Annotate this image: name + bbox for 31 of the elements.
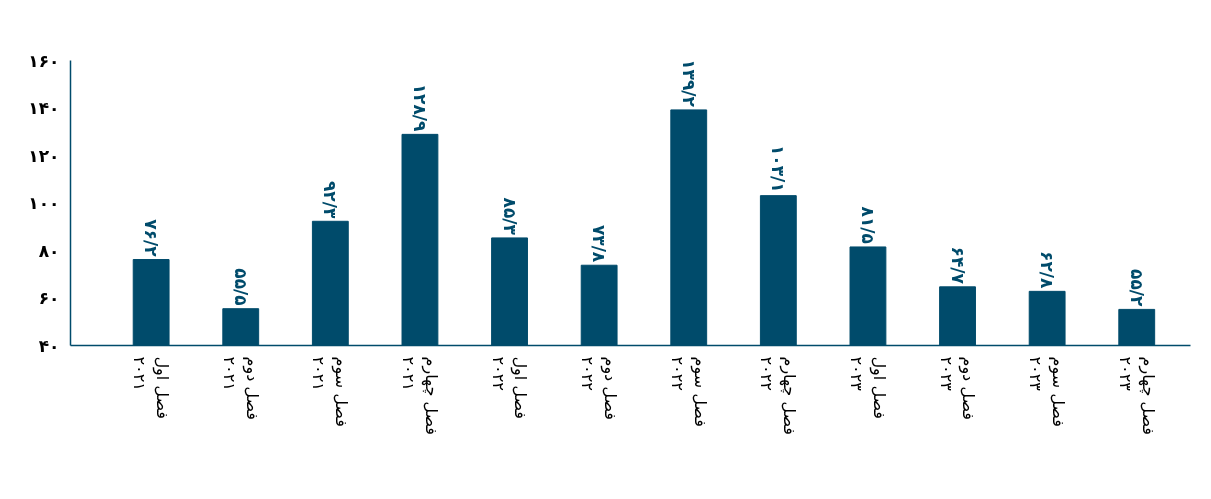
x-tick-label: فصل دوم ۲۰۲۳ [936,356,979,420]
y-tick-label: ۱۰۰ [28,193,60,213]
data-label: ۸۱/۵ [857,206,878,244]
data-label: ۸۵/۳ [499,197,520,236]
y-tick-label: ۱۶۰ [28,50,60,71]
x-tick-label: فصل سوم ۲۰۲۳ [1026,356,1069,427]
data-label: ۱۳۹/۲ [678,59,699,108]
data-label: ۶۴/۷ [947,246,968,285]
data-label: ۱۰۳/۱ [768,144,789,193]
data-label: ۱۲۸/۹ [409,83,430,132]
x-tick-label: فصل اول ۲۰۲۳ [847,356,889,420]
x-tick-label: فصل دوم ۲۰۲۲ [578,356,621,420]
x-tick-label: فصل اول ۲۰۲۲ [488,356,531,420]
data-label: ۶۲/۸ [1037,251,1058,289]
data-label: ۵۵/۲ [1126,269,1147,308]
x-tick-label: فصل اول ۲۰۲۱ [130,356,173,420]
x-tick-label: فصل چهارم ۲۰۲۱ [399,356,441,435]
x-tick-label: فصل سوم ۲۰۲۱ [309,356,352,427]
data-label: ۷۶/۲ [141,219,162,258]
x-tick-label: فصل دوم ۲۰۲۱ [219,356,262,420]
y-tick-label: ۸۰ [38,240,60,261]
y-tick-label: ۱۲۰ [28,145,60,166]
y-tick-label: ۱۴۰ [28,98,60,118]
x-tick-label: فصل چهارم ۲۰۲۳ [1115,356,1158,435]
x-tick-label: فصل چهارم ۲۰۲۲ [757,356,800,435]
x-tick-label: فصل سوم ۲۰۲۲ [667,356,710,427]
data-label: ۹۲/۳ [320,180,341,219]
data-label: ۷۳/۸ [589,224,610,263]
y-tick-label: ۴۰ [38,335,60,356]
y-tick-label: ۶۰ [38,288,60,308]
data-label: ۵۵/۵ [230,268,251,306]
